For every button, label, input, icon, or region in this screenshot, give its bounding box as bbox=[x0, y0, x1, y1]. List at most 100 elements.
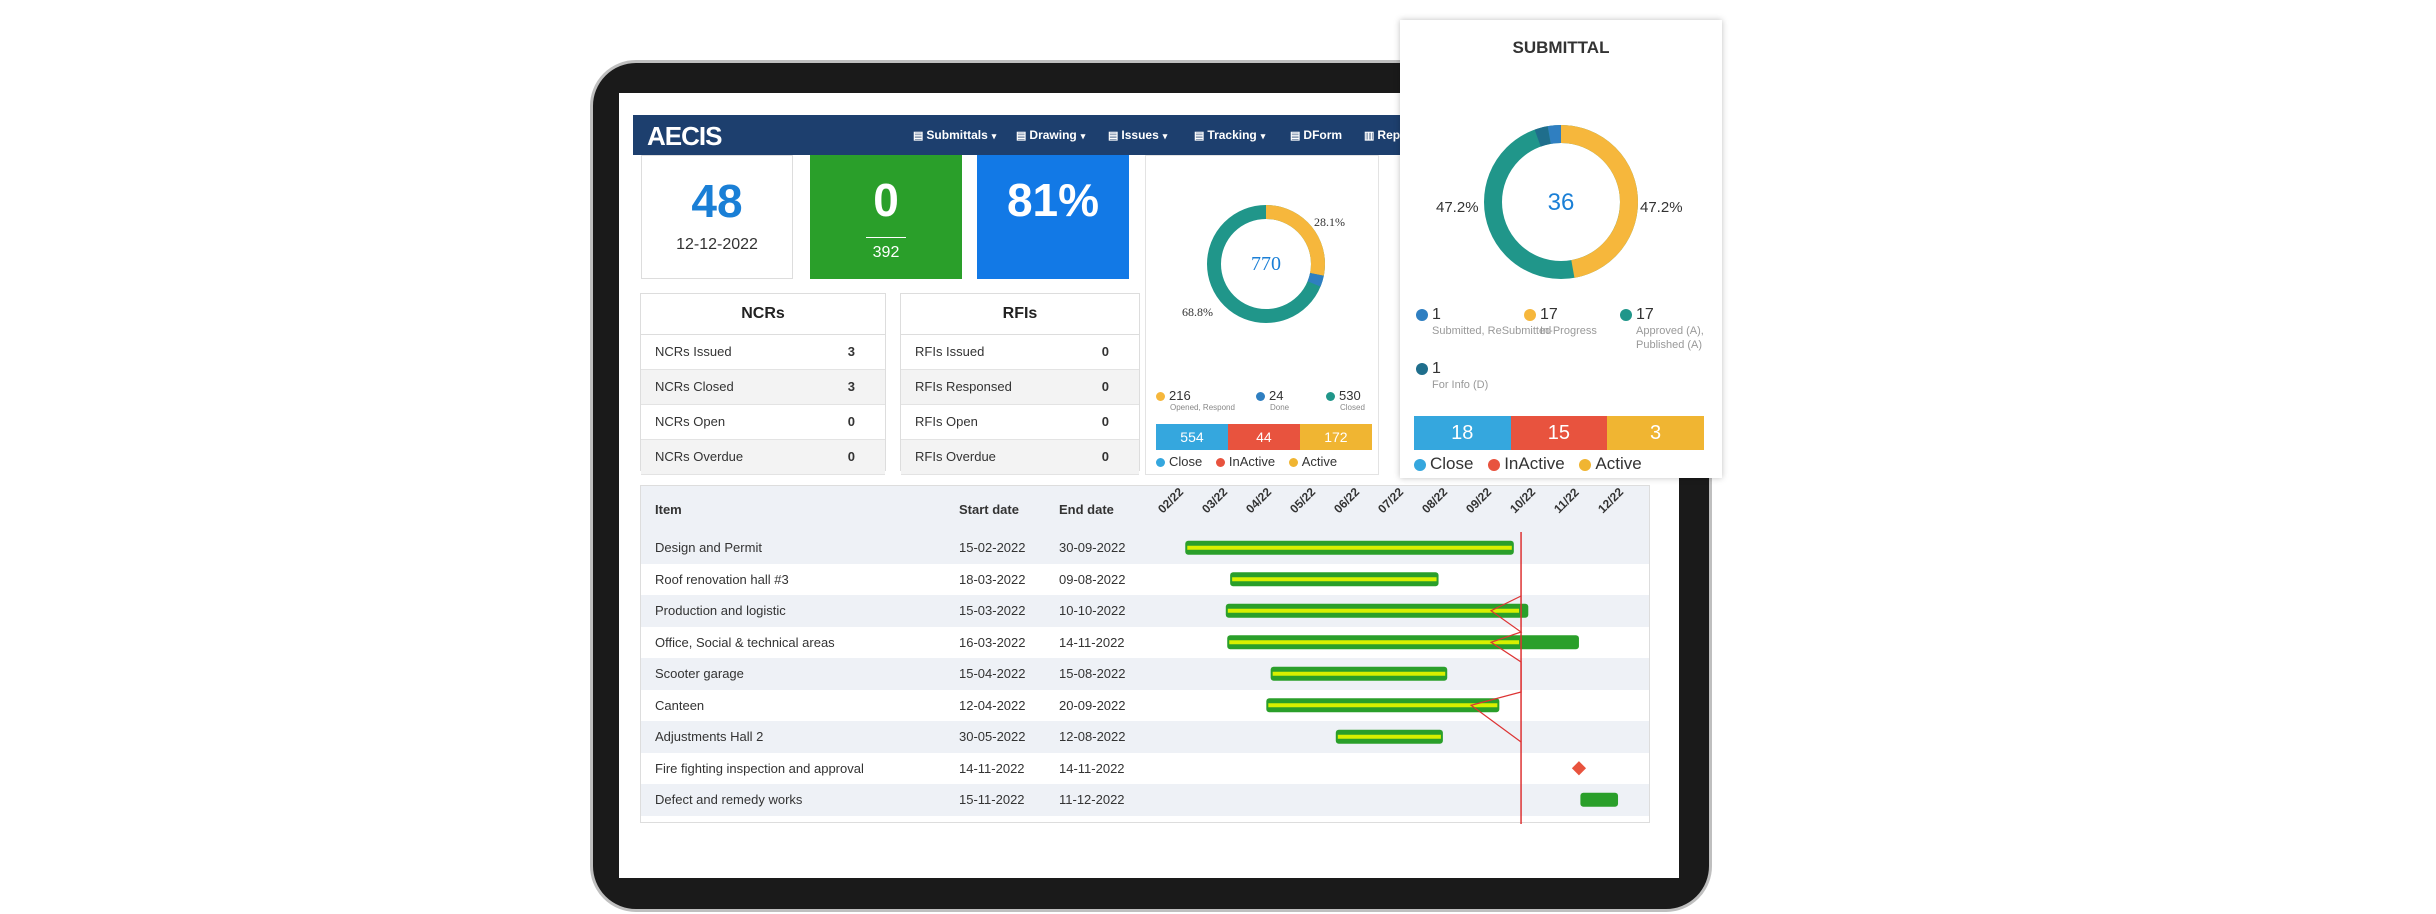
submittal-status-bar: 18 15 3 bbox=[1414, 416, 1704, 450]
stat-date: 12-12-2022 bbox=[676, 236, 758, 253]
submittal-panel: SUBMITTAL 36 47.2% 47.2% 1 Submitted, ReS… bbox=[1400, 20, 1722, 478]
table-row[interactable]: Roof renovation hall #3 18-03-2022 09-08-2… bbox=[655, 571, 1126, 587]
month-label: 10/22 bbox=[1507, 484, 1539, 516]
legend-item: 24 Done bbox=[1256, 388, 1289, 413]
status-bar-active[interactable]: 172 bbox=[1299, 424, 1372, 450]
month-label: 07/22 bbox=[1375, 484, 1407, 516]
caret-down-icon: ▾ bbox=[1162, 131, 1168, 141]
ncrs-table: NCRs NCRs Issued 3 NCRs Closed 3 NCRs Open… bbox=[640, 293, 886, 475]
donut-pct-label: 28.1% bbox=[1314, 215, 1345, 229]
gantt-header: Item Start date End date 02/22 03/22 04/… bbox=[641, 484, 1649, 532]
gantt-progress bbox=[1227, 608, 1520, 613]
table-row[interactable]: RFIs Open 0 bbox=[901, 405, 1139, 440]
legend-dot bbox=[1326, 392, 1335, 402]
legend-item: Close bbox=[1414, 454, 1473, 473]
nav-submittals[interactable]: ▤ Submittals ▾ bbox=[913, 128, 997, 142]
status-bar-inactive[interactable]: 15 bbox=[1510, 416, 1608, 450]
legend-item: 530 Closed bbox=[1326, 388, 1365, 413]
document-icon: ▤ bbox=[1108, 130, 1119, 142]
month-label: 09/22 bbox=[1463, 484, 1495, 516]
month-label: 03/22 bbox=[1199, 484, 1231, 516]
table-row[interactable]: Fire fighting inspection and approval 14-… bbox=[655, 760, 1125, 776]
month-label: 04/22 bbox=[1243, 484, 1275, 516]
table-row[interactable]: NCRs Closed 3 bbox=[641, 370, 885, 405]
rfis-title: RFIs bbox=[901, 294, 1139, 335]
gantt-progress bbox=[1187, 545, 1512, 550]
month-label: 11/22 bbox=[1551, 485, 1582, 516]
nav-dform[interactable]: ▤ DForm bbox=[1290, 128, 1343, 142]
gantt-rows: Design and Permit 15-02-2022 30-09-2022 Ro… bbox=[641, 532, 1649, 816]
month-label: 05/22 bbox=[1287, 484, 1319, 516]
legend-item: 216 Opened, Respond bbox=[1156, 388, 1235, 413]
submittal-status-legend: Close InActive Active bbox=[1414, 454, 1652, 474]
nav-reports[interactable]: ▥ Rep bbox=[1364, 128, 1401, 142]
status-bar-inactive[interactable]: 44 bbox=[1227, 424, 1300, 450]
legend-item: 17 In-Progress bbox=[1524, 306, 1597, 338]
stat-card-green: 0 392 bbox=[810, 155, 962, 279]
month-label: 12/22 bbox=[1595, 484, 1627, 516]
issues-donut-chart: 770 28.1% 68.8% bbox=[1182, 205, 1345, 323]
rfis-rows: RFIs Issued 0 RFIs Responsed 0 RFIs Open 0 … bbox=[901, 335, 1139, 475]
month-label: 02/22 bbox=[1155, 484, 1187, 516]
status-bar: 554 44 172 bbox=[1156, 424, 1372, 450]
table-row[interactable]: RFIs Issued 0 bbox=[901, 335, 1139, 370]
month-label: 08/22 bbox=[1419, 484, 1451, 516]
gantt-progress bbox=[1232, 577, 1437, 582]
legend-item: InActive bbox=[1488, 454, 1565, 473]
table-row[interactable]: NCRs Overdue 0 bbox=[641, 440, 885, 475]
nav-issues[interactable]: ▤ Issues ▾ bbox=[1108, 128, 1168, 142]
stat-sub-value: 392 bbox=[872, 244, 900, 261]
stat-value: 81% bbox=[1006, 174, 1100, 226]
donut-slice-submitted[interactable] bbox=[1484, 125, 1638, 279]
ncrs-rows: NCRs Issued 3 NCRs Closed 3 NCRs Open 0 NCR… bbox=[641, 335, 885, 475]
donut-pct-label: 47.2% bbox=[1436, 199, 1479, 216]
nav-tracking[interactable]: ▤ Tracking ▾ bbox=[1194, 128, 1266, 142]
table-row[interactable]: RFIs Responsed 0 bbox=[901, 370, 1139, 405]
document-icon: ▤ bbox=[1194, 130, 1205, 142]
col-header-item: Item bbox=[655, 502, 682, 517]
legend-item: InActive bbox=[1215, 454, 1275, 469]
legend-dot bbox=[1256, 392, 1265, 402]
table-row[interactable]: NCRs Issued 3 bbox=[641, 335, 885, 370]
nav-drawing[interactable]: ▤ Drawing ▾ bbox=[1016, 128, 1086, 142]
stat-value: 48 bbox=[691, 175, 743, 227]
status-bar-active[interactable]: 3 bbox=[1607, 416, 1704, 450]
legend-item: Close bbox=[1156, 454, 1202, 469]
legend-item: 1 For Info (D) bbox=[1416, 360, 1488, 392]
gantt-progress bbox=[1272, 671, 1446, 676]
submittal-donut-chart: 36 47.2% 47.2% bbox=[1436, 125, 1683, 279]
table-row[interactable]: Adjustments Hall 2 30-05-2022 12-08-2022 bbox=[641, 721, 1649, 753]
caret-down-icon: ▾ bbox=[1080, 131, 1086, 141]
donut-center-value: 36 bbox=[1548, 189, 1575, 216]
rfis-table: RFIs RFIs Issued 0 RFIs Responsed 0 RFIs O… bbox=[900, 293, 1140, 475]
legend-item: Active bbox=[1579, 454, 1642, 473]
gantt-progress bbox=[1337, 734, 1441, 739]
aecis-logo[interactable]: AECIS bbox=[647, 121, 722, 151]
donut-pct-label: 47.2% bbox=[1640, 199, 1683, 216]
table-row[interactable]: RFIs Overdue 0 bbox=[901, 440, 1139, 475]
table-row[interactable]: Scooter garage 15-04-2022 15-08-2022 bbox=[641, 658, 1649, 690]
gantt-progress bbox=[1229, 640, 1520, 645]
status-bar-close[interactable]: 554 bbox=[1156, 424, 1228, 450]
table-row[interactable]: Defect and remedy works 15-11-2022 11-12-2… bbox=[641, 784, 1649, 816]
gantt-progress bbox=[1268, 703, 1498, 708]
submittal-title: SUBMITTAL bbox=[1512, 38, 1610, 57]
month-label: 06/22 bbox=[1331, 484, 1363, 516]
gantt-milestone[interactable] bbox=[1571, 761, 1587, 776]
bar-chart-icon: ▥ bbox=[1364, 130, 1375, 142]
table-row[interactable]: Canteen 12-04-2022 20-09-2022 bbox=[655, 697, 1126, 713]
dashboard-screen: AECIS ▤ Submittals ▾ ▤ Drawing ▾ ▤ Issues ▾ ▤ T… bbox=[619, 93, 1679, 878]
stat-value: 0 bbox=[873, 174, 899, 226]
donut-slice-opened[interactable] bbox=[1207, 205, 1325, 323]
legend-dot bbox=[1156, 392, 1165, 402]
document-icon: ▤ bbox=[913, 130, 924, 142]
status-bar-close[interactable]: 18 bbox=[1414, 416, 1511, 450]
table-row[interactable]: NCRs Open 0 bbox=[641, 405, 885, 440]
stat-card-percent: 81% bbox=[977, 155, 1129, 279]
table-row[interactable]: Office, Social & technical areas 16-03-20… bbox=[655, 634, 1125, 650]
delay-indicator bbox=[1469, 595, 1523, 743]
divider bbox=[866, 237, 906, 238]
col-header-start: Start date bbox=[959, 502, 1019, 517]
gantt-bar[interactable] bbox=[1580, 792, 1619, 807]
caret-down-icon: ▾ bbox=[991, 131, 997, 141]
